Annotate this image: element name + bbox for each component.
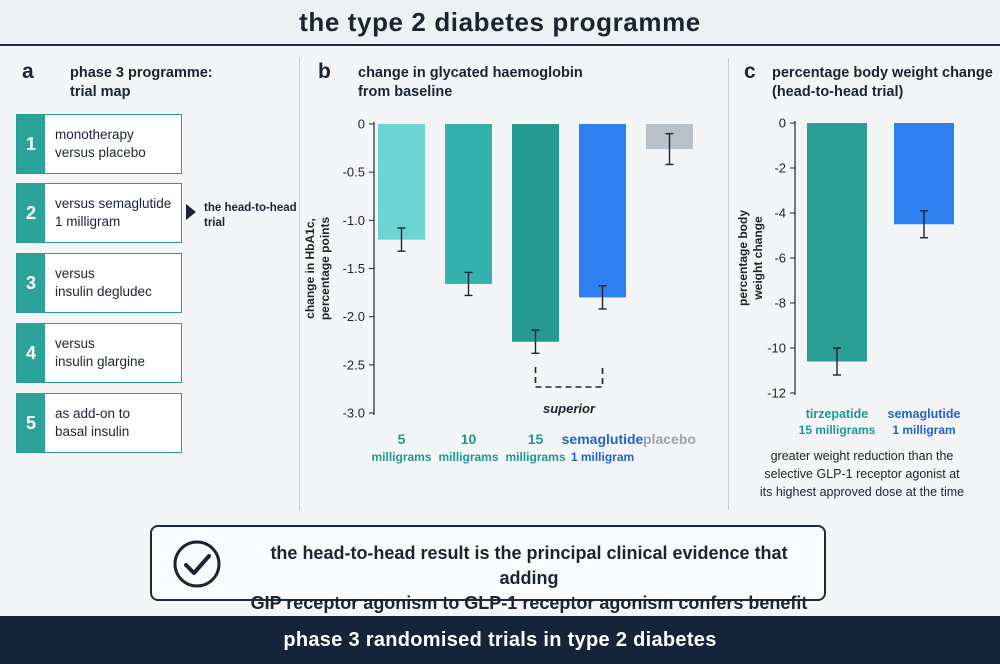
superior-label: superior [543,401,596,416]
weight-note: greater weight reduction than the select… [759,449,965,499]
trial-box-5: 5 as add-on to basal insulin [16,393,182,453]
y-tick-label: -8 [774,296,786,311]
trial-number: 3 [17,254,45,312]
panel-b-letter: b [318,60,331,83]
trial-label: versus insulin glargine [55,336,146,369]
y-axis-label: percentage bodyweight change [736,210,765,306]
category-label: placebo [643,431,696,447]
title-bar: the type 2 diabetes programme [0,0,1000,46]
head-to-head-label: the head-to-head trial [204,202,297,229]
category-label: milligrams [438,450,498,464]
trial-label: versus insulin degludec [55,266,152,299]
y-tick-label: -4 [774,206,786,221]
y-tick-label: -2.0 [343,309,365,324]
category-label: 5 [398,431,406,447]
bar [579,124,626,298]
y-tick-label: -6 [774,251,786,266]
category-label: 1 milligram [892,423,955,437]
bar [445,124,492,284]
triangle-arrow-icon [186,204,196,220]
y-axis-label-line: weight change [751,216,765,301]
conclusion-box: the head-to-head result is the principal… [150,525,826,613]
panel-b-heading: change in glycated haemoglobin from base… [358,65,583,100]
category-label: semaglutide [562,431,644,447]
bar [894,123,954,225]
y-tick-label: -3.0 [343,406,365,421]
y-tick-label: -2.5 [343,357,365,372]
y-tick-label: -1.0 [343,213,365,228]
page-title: the type 2 diabetes programme [299,6,701,37]
trial-box-4: 4 versus insulin glargine [16,323,182,383]
bar [378,124,425,240]
y-tick-label: -2 [774,161,786,176]
trial-number: 2 [17,184,45,242]
panel-a-letter: a [22,60,34,83]
trial-label: as add-on to basal insulin [55,406,131,439]
trial-box-2: 2 versus semaglutide 1 milligram [16,183,182,243]
panel-c-letter: c [744,60,756,83]
category-label: milligrams [371,450,431,464]
panel-divider [299,58,300,510]
y-axis-label-line: percentage points [318,217,332,321]
y-tick-label: -1.5 [343,261,365,276]
trial-number: 1 [17,115,45,173]
category-label: tirzepatide [806,407,869,421]
trial-box-3: 3 versus insulin degludec [16,253,182,313]
trial-number: 4 [17,324,45,382]
trial-number: 5 [17,394,45,452]
trial-label: versus semaglutide 1 milligram [55,196,172,229]
bar [807,123,867,362]
bar [512,124,559,342]
y-tick-label: -10 [767,341,786,356]
y-axis-label-line: change in HbA1c, [303,218,317,319]
weight-bar-chart: 0 -2 -4 -6 -8 -10 -12 percentage bodyweight cha… [736,116,961,438]
category-label: 10 [461,431,477,447]
footer-bar: phase 3 randomised trials in type 2 diab… [0,616,1000,664]
panel-divider [728,58,729,510]
trial-label: monotherapy versus placebo [55,127,146,160]
category-label: 15 [528,431,544,447]
y-tick-label: -0.5 [343,165,365,180]
check-circle-icon [173,540,221,588]
category-label: 15 milligrams [799,423,876,437]
category-label: 1 milligram [571,450,634,464]
y-axis-label-line: percentage body [736,210,750,306]
trial-box-1: 1 monotherapy versus placebo [16,114,182,174]
superior-bracket [534,367,604,388]
y-axis-label: change in HbA1c,percentage points [303,217,332,321]
conclusion-text: the head-to-head result is the principal… [250,543,808,613]
y-tick-label: 0 [779,116,786,131]
hba1c-bar-chart: 0 -0.5 -1.0 -1.5 -2.0 -2.5 -3.0 change in HbA1c… [303,117,696,465]
footer-text: phase 3 randomised trials in type 2 diab… [283,628,717,651]
y-tick-label: 0 [358,117,365,132]
category-label: milligrams [505,450,565,464]
y-tick-label: -12 [767,386,786,401]
panel-c-heading: percentage body weight change (head-to-h… [772,65,993,100]
category-label: semaglutide [888,407,961,421]
panel-a-heading: phase 3 programme: trial map [70,65,213,100]
